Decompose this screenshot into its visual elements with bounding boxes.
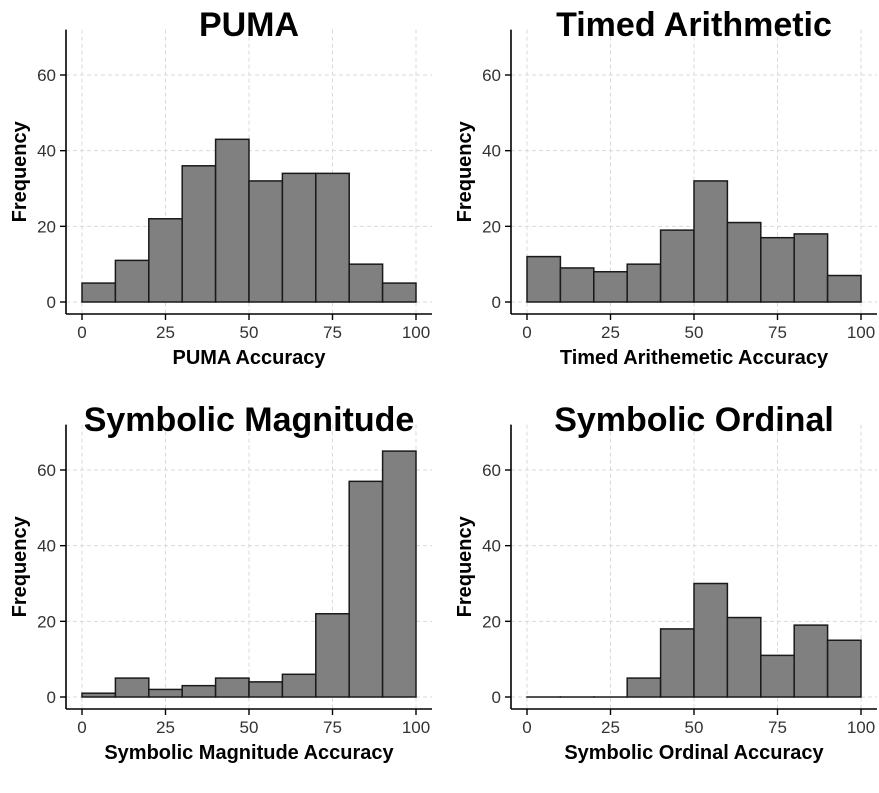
histogram-bar — [282, 674, 315, 697]
histogram-bar — [383, 451, 416, 697]
histogram-bar — [182, 166, 215, 302]
y-tick-label: 20 — [482, 217, 501, 236]
histogram-panel-symbolic-ordinal: 0 25 50 75 100 0 20 40 60 Symbolic Ordinal Symboli… — [445, 395, 879, 793]
x-tick-label: 0 — [522, 718, 531, 737]
histogram-bar — [249, 181, 282, 302]
x-tick-label: 50 — [240, 718, 259, 737]
x-tick-label: 75 — [323, 323, 342, 342]
histogram-bar — [828, 640, 861, 697]
x-tick-label: 0 — [522, 323, 531, 342]
histogram-symbolic-ordinal: 0 25 50 75 100 0 20 40 60 Symbolic Ordinal Symboli… — [445, 395, 879, 788]
y-tick-label: 40 — [37, 142, 56, 161]
x-tick-label: 25 — [156, 718, 175, 737]
histogram-bar — [627, 264, 660, 302]
x-axis-label: Timed Arithemetic Accuracy — [560, 347, 829, 369]
x-tick-label: 50 — [685, 718, 704, 737]
y-tick-label: 60 — [37, 66, 56, 85]
x-tick-label: 25 — [601, 323, 620, 342]
histogram-bar — [661, 230, 694, 302]
histogram-bar — [727, 223, 760, 302]
histogram-bar — [316, 173, 349, 302]
y-tick-label: 0 — [47, 293, 56, 312]
histogram-panel-puma: 0 25 50 75 100 0 20 40 60 PUMA PUMA Accuracy Freque… — [0, 0, 440, 400]
histogram-bar — [282, 173, 315, 302]
x-tick-label: 75 — [323, 718, 342, 737]
histogram-bar — [349, 481, 382, 697]
y-axis-label: Frequency — [454, 120, 476, 222]
histogram-bar — [82, 693, 115, 697]
histogram-bar — [727, 618, 760, 697]
histogram-timed-arithmetic: 0 25 50 75 100 0 20 40 60 Timed Arithmetic Timed A… — [445, 0, 879, 395]
histogram-bar — [149, 219, 182, 302]
y-tick-label: 20 — [37, 217, 56, 236]
histogram-panel-symbolic-magnitude: 0 25 50 75 100 0 20 40 60 Symbolic Magnitude Symbo… — [0, 395, 440, 793]
x-tick-label: 100 — [402, 323, 430, 342]
histogram-bar — [661, 629, 694, 697]
histogram-bar — [349, 264, 382, 302]
histogram-bar — [527, 257, 560, 302]
histogram-bar — [216, 139, 249, 302]
histogram-bar — [560, 268, 593, 302]
histogram-bar — [383, 283, 416, 302]
y-tick-label: 20 — [482, 612, 501, 631]
x-tick-label: 0 — [77, 323, 86, 342]
y-tick-label: 40 — [482, 142, 501, 161]
histogram-bar — [149, 689, 182, 697]
x-tick-label: 100 — [847, 323, 875, 342]
histogram-bar — [627, 678, 660, 697]
x-tick-label: 75 — [768, 718, 787, 737]
x-tick-label: 100 — [402, 718, 430, 737]
y-tick-label: 0 — [492, 688, 501, 707]
histogram-bar — [694, 181, 727, 302]
x-tick-label: 0 — [77, 718, 86, 737]
histogram-bar — [761, 655, 794, 697]
y-axis-label: Frequency — [9, 515, 31, 617]
x-tick-label: 100 — [847, 718, 875, 737]
x-tick-label: 50 — [685, 323, 704, 342]
histogram-bar — [216, 678, 249, 697]
x-tick-label: 25 — [601, 718, 620, 737]
x-axis-label: Symbolic Ordinal Accuracy — [564, 742, 824, 764]
y-tick-label: 20 — [37, 612, 56, 631]
y-tick-label: 40 — [37, 537, 56, 556]
x-tick-label: 50 — [240, 323, 259, 342]
histogram-bar — [82, 283, 115, 302]
y-tick-label: 40 — [482, 537, 501, 556]
histogram-bar — [761, 238, 794, 302]
y-tick-label: 60 — [482, 66, 501, 85]
chart-title: PUMA — [199, 6, 299, 44]
histogram-symbolic-magnitude: 0 25 50 75 100 0 20 40 60 Symbolic Magnitude Symbo… — [0, 395, 440, 788]
chart-title: Timed Arithmetic — [556, 6, 832, 44]
x-axis-label: PUMA Accuracy — [172, 347, 326, 369]
histogram-bar — [594, 272, 627, 302]
y-axis-label: Frequency — [9, 120, 31, 222]
chart-title: Symbolic Ordinal — [554, 401, 834, 439]
x-tick-label: 75 — [768, 323, 787, 342]
histogram-bar — [694, 584, 727, 698]
histogram-puma: 0 25 50 75 100 0 20 40 60 PUMA PUMA Accuracy Freque… — [0, 0, 440, 395]
histogram-bar — [249, 682, 282, 697]
histogram-bar — [828, 276, 861, 302]
histogram-bar — [794, 234, 827, 302]
histogram-bar — [182, 686, 215, 697]
chart-title: Symbolic Magnitude — [84, 401, 415, 439]
y-tick-label: 0 — [492, 293, 501, 312]
y-axis-label: Frequency — [454, 515, 476, 617]
x-axis-label: Symbolic Magnitude Accuracy — [104, 742, 394, 764]
histogram-panel-timed-arithmetic: 0 25 50 75 100 0 20 40 60 Timed Arithmetic Timed A… — [445, 0, 879, 400]
y-tick-label: 60 — [482, 461, 501, 480]
x-tick-label: 25 — [156, 323, 175, 342]
y-tick-label: 60 — [37, 461, 56, 480]
histogram-bar — [115, 260, 148, 302]
histogram-bar — [316, 614, 349, 697]
y-tick-label: 0 — [47, 688, 56, 707]
histogram-bar — [794, 625, 827, 697]
histogram-bar — [115, 678, 148, 697]
